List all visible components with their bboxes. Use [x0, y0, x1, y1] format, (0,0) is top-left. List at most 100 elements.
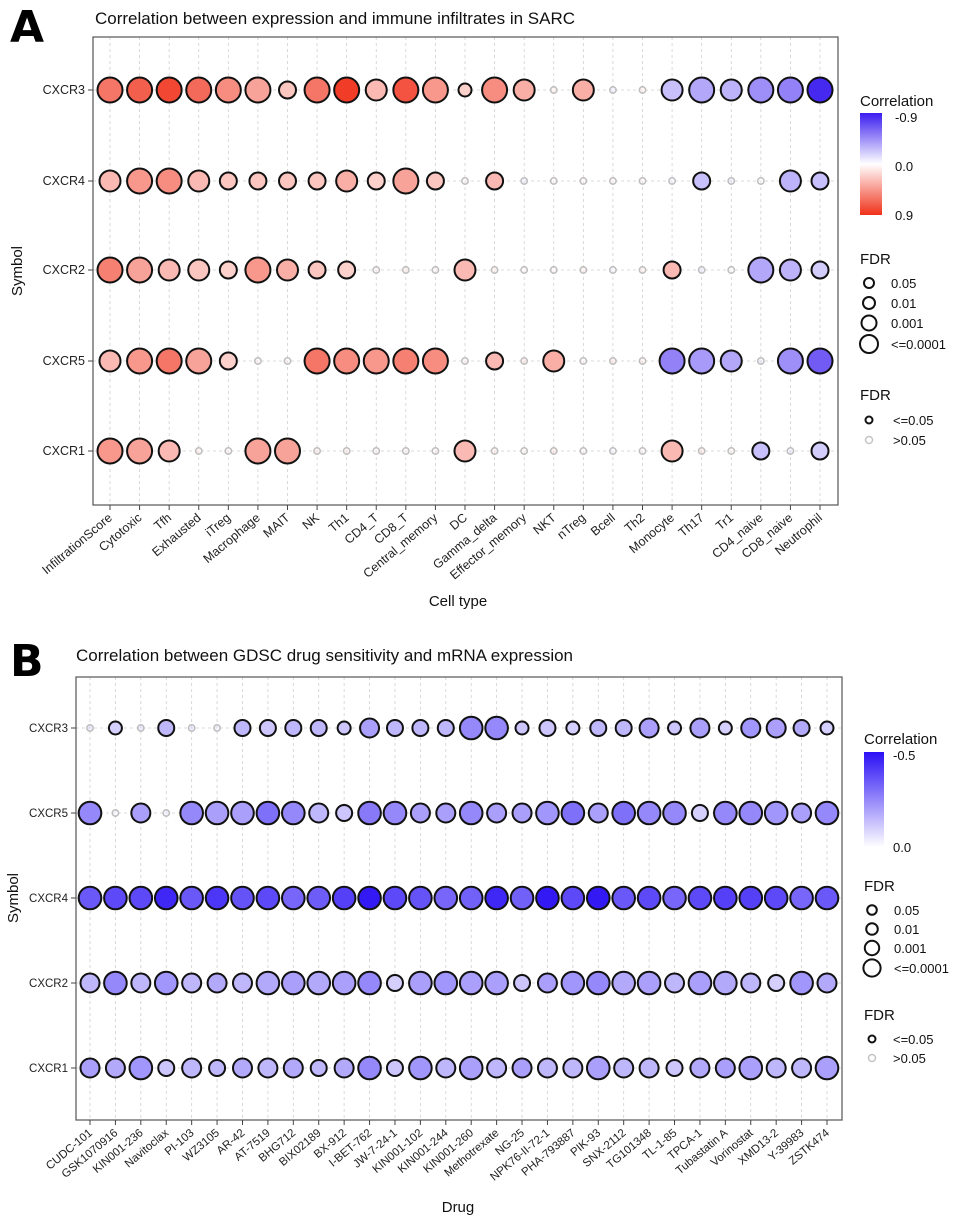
data-point-cxcr4 [331, 885, 357, 911]
data-point-cxcr5 [179, 800, 204, 826]
data-point-cxcr5 [155, 347, 183, 375]
size-legend-marker [860, 314, 878, 332]
x-tick-label: NK [300, 510, 323, 532]
data-point-cxcr5 [738, 800, 764, 826]
size-legend-marker [865, 922, 879, 936]
size-legend-label: 0.05 [891, 276, 916, 291]
data-point-cxcr2 [549, 266, 558, 274]
data-point-cxcr3 [589, 719, 608, 737]
data-point-cxcr5 [162, 809, 171, 817]
data-point-cxcr2 [687, 970, 713, 996]
data-point-cxcr5 [719, 349, 743, 373]
data-point-cxcr5 [560, 800, 586, 826]
size-legend-marker [862, 296, 876, 310]
data-point-cxcr4 [278, 171, 297, 191]
data-point-cxcr5 [486, 802, 508, 824]
data-point-cxcr4 [638, 177, 647, 185]
data-point-cxcr5 [218, 351, 238, 371]
data-point-cxcr1 [638, 1057, 660, 1079]
panel-b-colorbar-tick-high: 0.0 [893, 840, 911, 855]
data-point-cxcr3 [538, 719, 557, 737]
panel-a-legend: Correlation -0.9 0.0 0.9 FDR 0.05 0.01 0.0… [859, 93, 946, 448]
data-point-cxcr4 [204, 885, 230, 911]
data-point-cxcr3 [185, 76, 213, 104]
data-point-cxcr1 [660, 439, 684, 463]
data-point-cxcr1 [458, 1055, 484, 1081]
data-point-cxcr1 [608, 447, 617, 455]
data-point-cxcr5 [283, 357, 292, 365]
data-point-cxcr3 [303, 76, 331, 104]
data-point-cxcr2 [747, 256, 775, 284]
data-point-cxcr3 [244, 76, 272, 104]
data-point-cxcr2 [307, 260, 327, 280]
data-point-cxcr5 [662, 800, 687, 826]
data-point-cxcr3 [411, 719, 430, 737]
data-point-cxcr3 [549, 86, 558, 94]
data-point-cxcr3 [284, 719, 303, 737]
data-point-cxcr5 [806, 347, 834, 375]
data-point-cxcr2 [181, 972, 203, 994]
panel-b-x-axis-label: Drug [442, 1199, 475, 1216]
data-point-cxcr4 [763, 885, 789, 911]
data-point-cxcr4 [433, 885, 459, 911]
data-point-cxcr4 [458, 885, 484, 911]
panel-a-y-axis-label: Symbol [9, 246, 26, 296]
data-point-cxcr2 [740, 972, 762, 994]
data-point-cxcr5 [409, 802, 431, 824]
data-point-cxcr2 [153, 970, 179, 996]
data-point-cxcr3 [638, 86, 647, 94]
data-point-cxcr1 [791, 1057, 813, 1079]
data-point-cxcr2 [585, 970, 611, 996]
data-point-cxcr4 [608, 177, 617, 185]
data-point-cxcr4 [687, 885, 713, 911]
data-point-cxcr5 [335, 804, 354, 822]
panel-b-colorbar [864, 752, 884, 847]
data-point-cxcr4 [549, 177, 558, 185]
data-point-cxcr4 [520, 177, 529, 185]
data-point-cxcr1 [536, 1057, 558, 1079]
data-point-cxcr3 [233, 719, 252, 737]
data-point-cxcr5 [791, 802, 813, 824]
data-point-cxcr3 [86, 724, 94, 732]
data-point-cxcr2 [697, 266, 706, 274]
data-point-cxcr1 [401, 447, 410, 455]
data-point-cxcr3 [565, 720, 581, 736]
x-tick-label: Bcell [588, 511, 618, 539]
data-point-cxcr3 [747, 76, 775, 104]
data-point-cxcr3 [689, 717, 711, 739]
data-point-cxcr1 [511, 1057, 533, 1079]
data-point-cxcr1 [408, 1055, 433, 1081]
y-tick-label: CXCR4 [43, 174, 85, 188]
data-point-cxcr5 [579, 357, 588, 365]
data-point-cxcr3 [638, 717, 660, 739]
data-point-cxcr1 [244, 437, 272, 465]
data-point-cxcr5 [756, 357, 765, 365]
data-point-cxcr3 [336, 720, 352, 736]
data-point-cxcr3 [187, 724, 196, 732]
data-point-cxcr3 [96, 76, 124, 104]
data-point-cxcr1 [224, 447, 233, 455]
panel-a-title: Correlation between expression and immun… [95, 9, 575, 28]
data-point-cxcr3 [765, 717, 787, 739]
data-point-cxcr2 [337, 260, 357, 280]
size-legend-label: 0.01 [891, 296, 916, 311]
data-point-cxcr2 [816, 972, 838, 994]
data-point-cxcr2 [778, 258, 802, 282]
data-point-cxcr3 [155, 76, 183, 104]
data-point-cxcr1 [665, 1059, 684, 1077]
panel-a-outline-legend-nonsignificant-marker [864, 435, 874, 445]
data-point-cxcr5 [458, 800, 484, 826]
data-point-cxcr3 [688, 76, 716, 104]
x-tick-label: NKT [531, 510, 559, 537]
size-legend-label: 0.001 [894, 941, 927, 956]
panel-b-outline-legend-significant-label: <=0.05 [893, 1032, 934, 1047]
data-point-cxcr2 [206, 972, 228, 994]
data-point-cxcr1 [181, 1057, 203, 1079]
data-point-cxcr4 [306, 885, 332, 911]
data-point-cxcr2 [789, 970, 814, 996]
data-point-cxcr5 [77, 800, 103, 826]
data-point-cxcr4 [230, 885, 255, 911]
panel-a-points [96, 76, 834, 465]
y-tick-label: CXCR5 [43, 354, 85, 368]
